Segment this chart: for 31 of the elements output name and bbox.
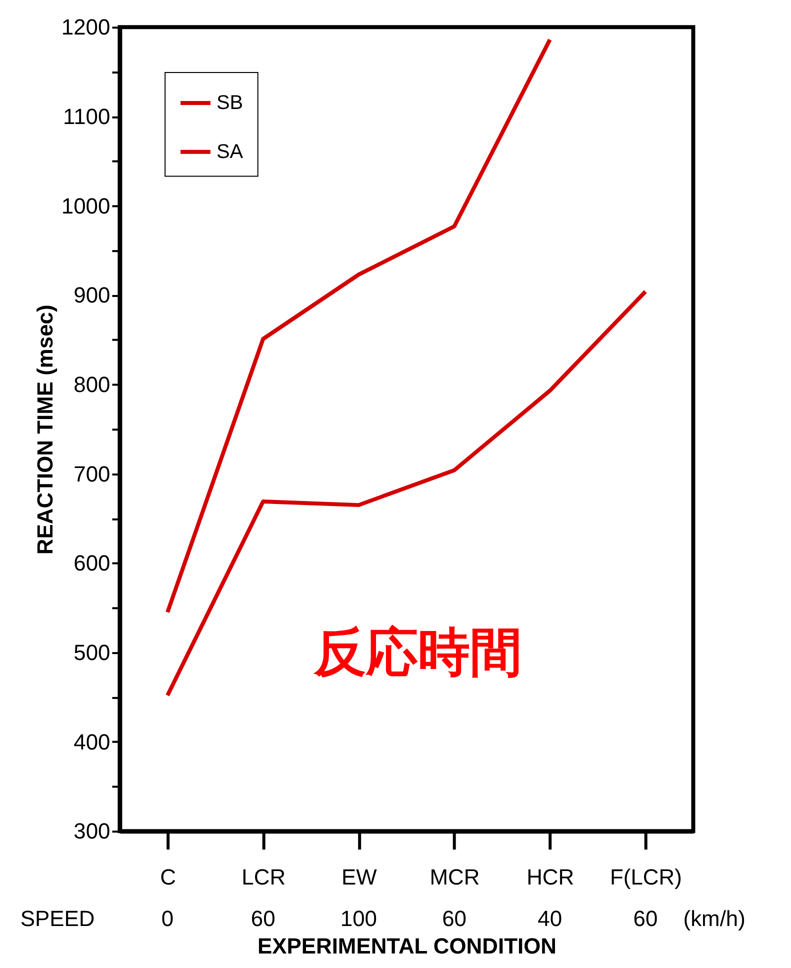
x-tick-label: MCR bbox=[430, 864, 480, 890]
text: 40 bbox=[538, 906, 562, 931]
x-tick-label: EW bbox=[342, 864, 378, 890]
legend-label: SB bbox=[216, 92, 244, 114]
text: 0 bbox=[161, 906, 174, 931]
x-tick-label: F(LCR) bbox=[610, 864, 682, 890]
y-tick-label: 1100 bbox=[63, 104, 110, 129]
line-series bbox=[166, 38, 552, 614]
text: 100 bbox=[340, 906, 377, 931]
y-tick-label: 900 bbox=[74, 282, 110, 308]
text: (km/h) bbox=[683, 906, 746, 931]
y-tick-label: 400 bbox=[74, 729, 110, 754]
y-tick-label: 500 bbox=[74, 640, 110, 665]
text: 60 bbox=[442, 906, 466, 931]
x-tick-label: C bbox=[160, 864, 176, 890]
y-axis-title: REACTION TIME (msec) bbox=[32, 304, 58, 555]
y-tick-label: 700 bbox=[74, 461, 110, 486]
legend-label: SA bbox=[216, 140, 244, 163]
x-tick-label: HCR bbox=[526, 864, 574, 890]
text: SPEED bbox=[20, 906, 95, 931]
y-tick-label: 1000 bbox=[61, 193, 110, 218]
text: 60 bbox=[250, 906, 276, 931]
y-tick-label: 800 bbox=[74, 372, 110, 397]
y-tick-label: 300 bbox=[74, 818, 110, 844]
y-tick-label: 600 bbox=[74, 550, 110, 576]
y-tick-label: 1200 bbox=[61, 14, 110, 40]
line-series bbox=[166, 290, 648, 698]
x-tick-label: LCR bbox=[242, 864, 286, 890]
annotation: 反応時間 bbox=[312, 623, 522, 682]
text: 60 bbox=[633, 906, 658, 931]
x-axis-title: EXPERIMENTAL CONDITION bbox=[257, 933, 556, 958]
